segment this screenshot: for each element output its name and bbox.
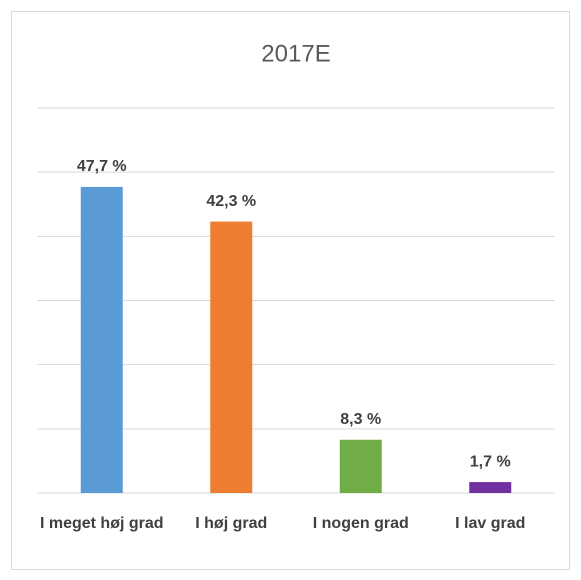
x-tick-label: I høj grad — [195, 515, 268, 532]
data-label: 47,7 % — [77, 158, 127, 175]
x-tick-label: I meget høj grad — [39, 515, 164, 532]
x-tick-label: I lav grad — [455, 515, 526, 532]
data-label: 8,3 % — [340, 411, 381, 428]
data-label: 1,7 % — [470, 453, 511, 470]
bar — [469, 482, 512, 493]
bar — [339, 439, 382, 493]
data-label: 42,3 % — [206, 193, 256, 210]
bar — [80, 186, 123, 494]
bar — [210, 221, 253, 493]
x-tick-label: I nogen grad — [312, 515, 409, 532]
chart-title: 2017E — [261, 40, 330, 67]
